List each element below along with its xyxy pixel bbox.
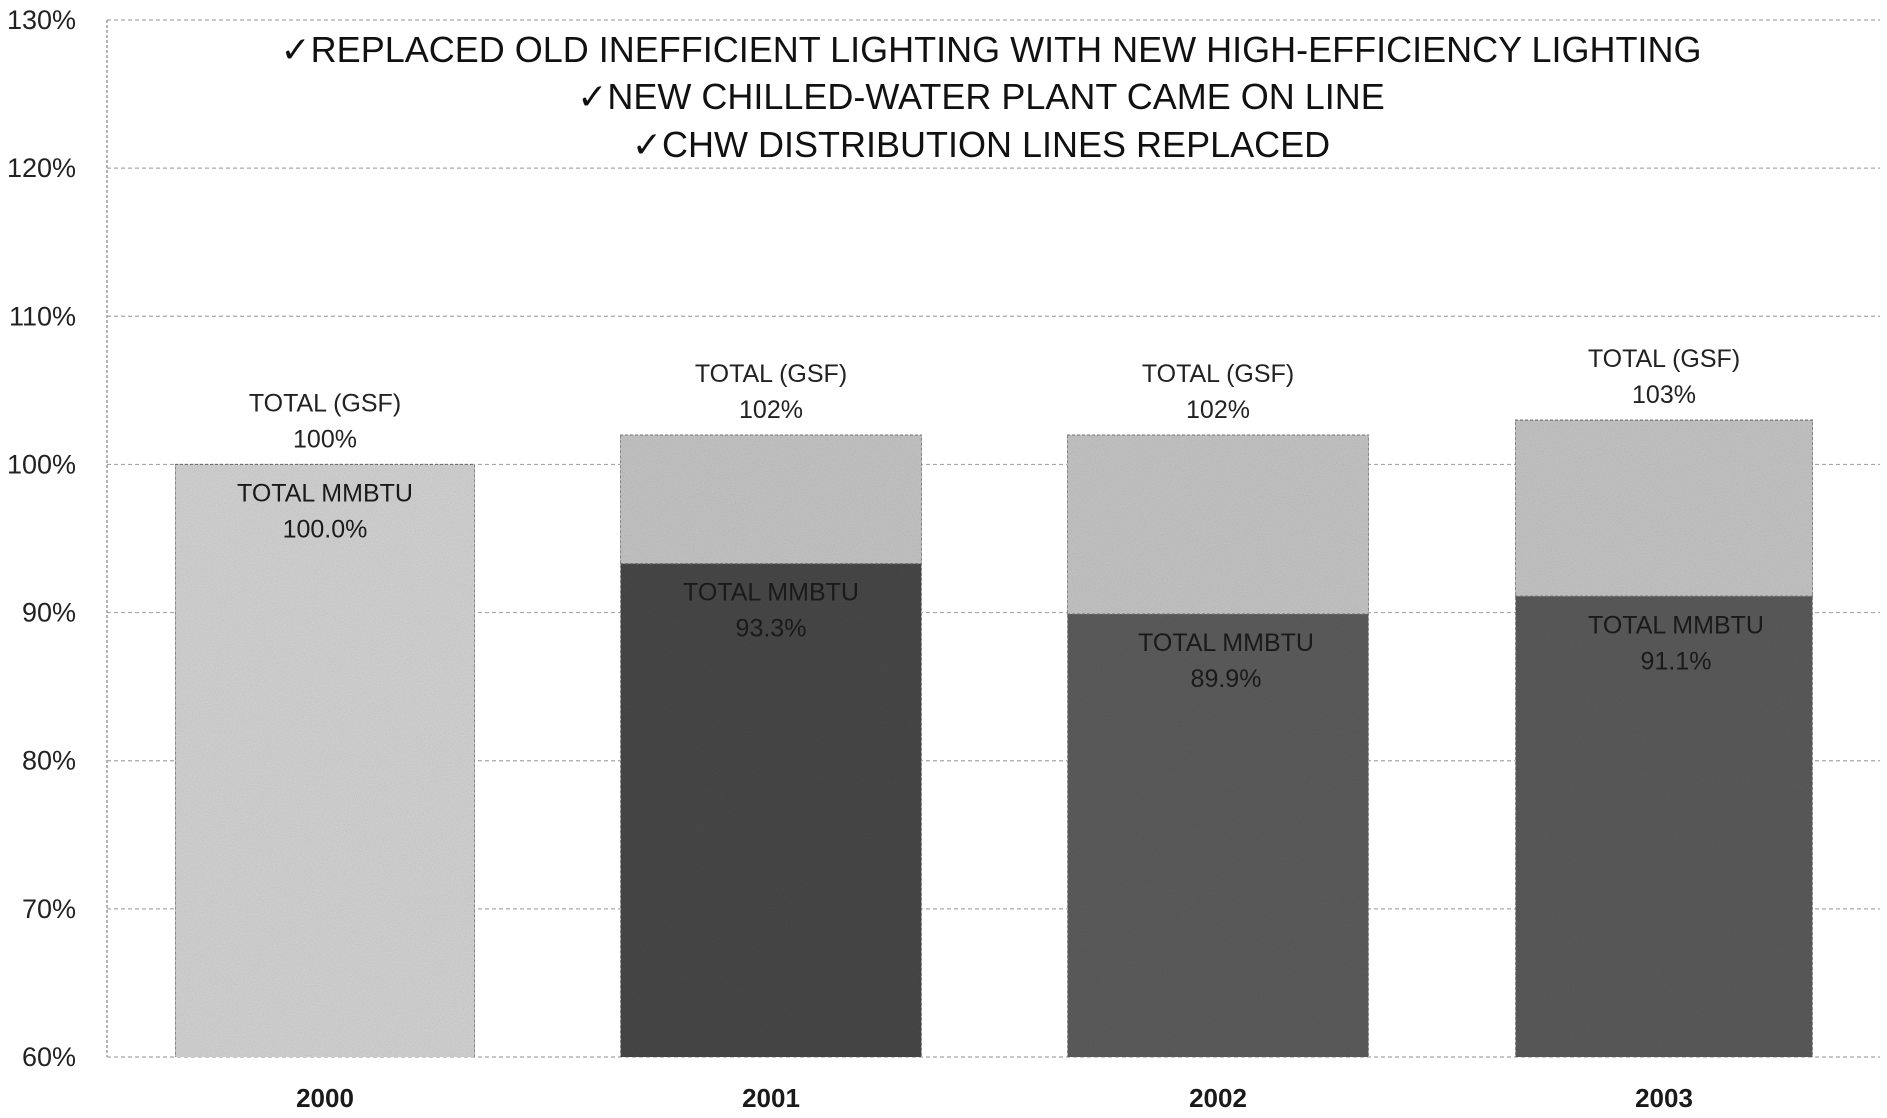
y-tick-label: 130% (7, 5, 76, 35)
y-tick-label: 60% (22, 1042, 76, 1072)
annotation-line: ✓CHW DISTRIBUTION LINES REPLACED (632, 124, 1330, 165)
gsf-label: TOTAL (GSF) (695, 360, 847, 388)
gsf-value-label: 103% (1632, 381, 1696, 409)
mmbtu-value-label: 100.0% (283, 515, 368, 543)
annotation-line: ✓NEW CHILLED-WATER PLANT CAME ON LINE (577, 76, 1385, 117)
y-tick-label: 80% (22, 746, 76, 776)
gsf-label: TOTAL (GSF) (249, 389, 401, 417)
y-tick-label: 110% (9, 301, 76, 331)
bars-layer (174, 419, 1814, 1058)
gsf-value-label: 102% (739, 396, 803, 424)
x-tick-label: 2000 (296, 1083, 354, 1113)
x-tick-label: 2002 (1189, 1083, 1247, 1113)
gsf-value-label: 102% (1186, 396, 1250, 424)
y-tick-label: 70% (22, 894, 76, 924)
mmbtu-value-label: 89.9% (1191, 665, 1262, 693)
mmbtu-label: TOTAL MMBTU (683, 579, 859, 607)
gsf-value-label: 100% (293, 425, 357, 453)
bar-mmbtu (621, 563, 921, 1057)
mmbtu-label: TOTAL MMBTU (1138, 629, 1314, 657)
bar-mmbtu (1068, 614, 1368, 1057)
labels-layer: 60% 70% 80% 90% 100% 110% 120% 130% TOTAL (GSF) 1… (7, 5, 1764, 1113)
mmbtu-label: TOTAL MMBTU (1588, 611, 1764, 639)
gsf-label: TOTAL (GSF) (1142, 360, 1294, 388)
y-tick-label: 120% (7, 153, 76, 183)
mmbtu-value-label: 93.3% (736, 615, 807, 643)
gsf-label: TOTAL (GSF) (1588, 345, 1740, 373)
y-tick-label: 100% (7, 449, 76, 479)
mmbtu-value-label: 91.1% (1641, 647, 1712, 675)
x-tick-label: 2003 (1635, 1083, 1693, 1113)
annotation-line: ✓REPLACED OLD INEFFICIENT LIGHTING WITH … (281, 29, 1702, 70)
x-tick-label: 2001 (742, 1083, 800, 1113)
mmbtu-label: TOTAL MMBTU (237, 479, 413, 507)
annotations: ✓REPLACED OLD INEFFICIENT LIGHTING WITH … (281, 29, 1702, 165)
bar-mmbtu (176, 464, 474, 1057)
y-tick-label: 90% (22, 598, 76, 628)
bar-mmbtu (1516, 596, 1812, 1057)
